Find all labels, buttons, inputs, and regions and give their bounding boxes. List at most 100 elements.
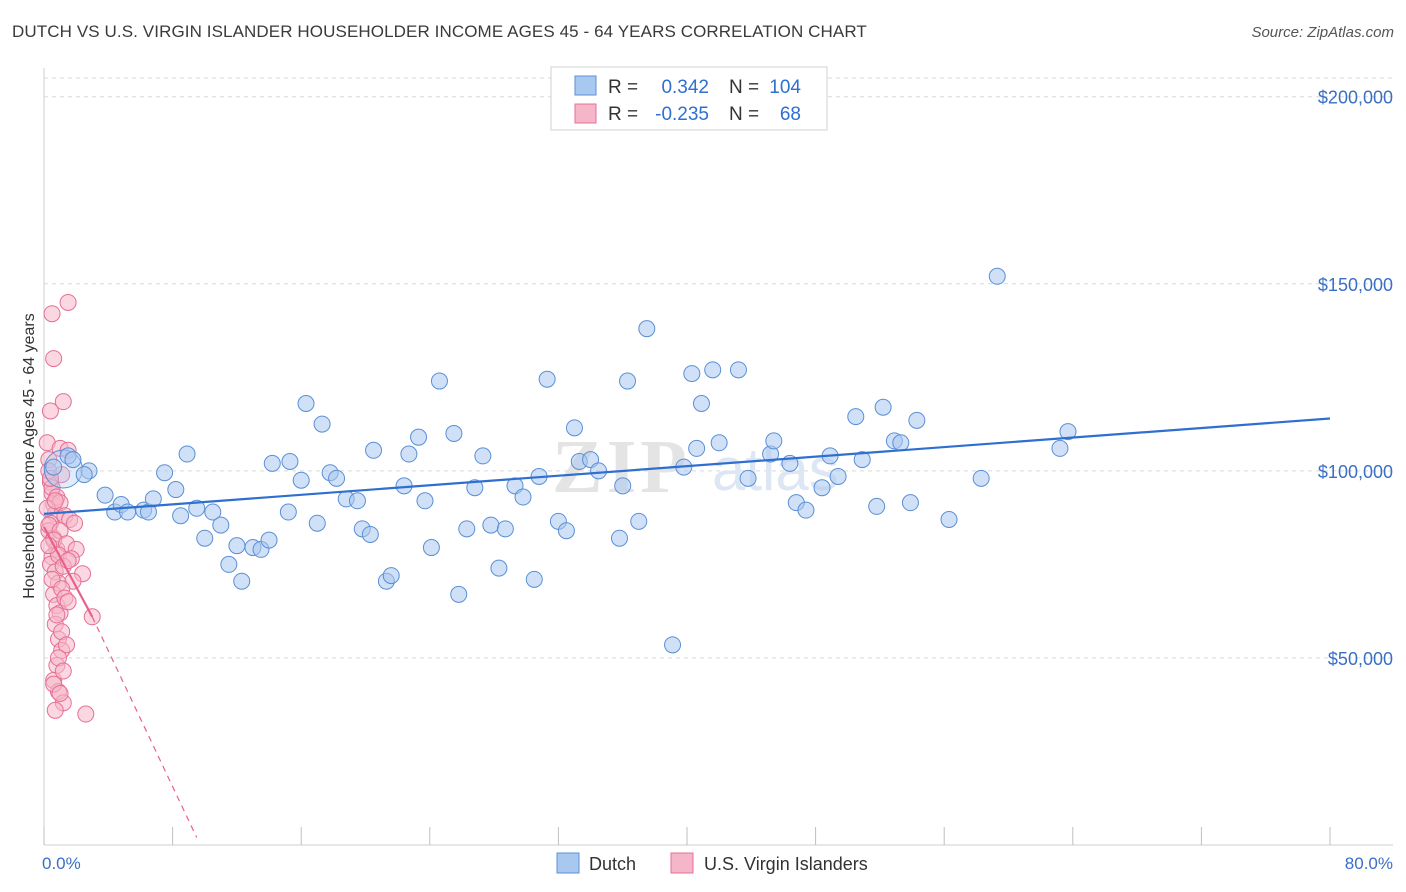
dutch-point bbox=[940, 510, 958, 528]
legend-n-label-2: N = bbox=[729, 104, 759, 125]
legend-n-value-2: 68 bbox=[780, 104, 801, 125]
dutch-point bbox=[228, 537, 246, 555]
vi-point bbox=[59, 593, 77, 611]
dutch-point bbox=[908, 411, 926, 429]
dutch-point bbox=[688, 439, 706, 457]
dutch-point bbox=[729, 361, 747, 379]
dutch-point bbox=[853, 451, 871, 469]
dutch-point bbox=[281, 453, 299, 470]
dutch-point bbox=[410, 428, 428, 446]
dutch-point bbox=[874, 398, 892, 416]
vi-point bbox=[41, 402, 59, 420]
y-tick-label: $100,000 bbox=[1318, 462, 1393, 482]
dutch-point bbox=[361, 525, 379, 543]
dutch-point bbox=[212, 516, 230, 534]
vi-point bbox=[54, 662, 72, 680]
dutch-point bbox=[490, 559, 508, 577]
vi-point bbox=[45, 350, 63, 368]
dutch-point bbox=[514, 488, 532, 506]
tick-labels: $50,000 $100,000 $150,000 $200,000 0.0% 80.0% bbox=[42, 88, 1393, 873]
dutch-point bbox=[692, 395, 710, 413]
dutch-point bbox=[590, 462, 608, 480]
dutch-point bbox=[422, 539, 440, 557]
vi-point bbox=[46, 701, 64, 719]
bottom-legend-swatch-vi bbox=[670, 852, 694, 874]
dutch-point bbox=[619, 372, 637, 390]
legend: R = 0.342 N = 104 R = -0.235 N = 68 bbox=[550, 66, 828, 131]
dutch-point bbox=[178, 445, 196, 463]
legend-swatch-dutch bbox=[574, 75, 597, 96]
legend-n-label-1: N = bbox=[729, 77, 759, 98]
vi-point bbox=[77, 705, 95, 723]
vi-point bbox=[54, 393, 72, 411]
dutch-point bbox=[297, 395, 315, 413]
chart-title: DUTCH VS U.S. VIRGIN ISLANDER HOUSEHOLDE… bbox=[12, 22, 867, 41]
dutch-point bbox=[450, 585, 468, 603]
dutch-point bbox=[172, 507, 190, 525]
dutch-point bbox=[614, 477, 632, 495]
bottom-legend-dutch: Dutch bbox=[589, 854, 636, 874]
dutch-point bbox=[188, 499, 206, 517]
dutch-points bbox=[43, 267, 1077, 654]
dutch-point bbox=[565, 419, 583, 437]
legend-r-label-1: R = bbox=[608, 77, 638, 98]
dutch-point bbox=[557, 522, 575, 540]
dutch-point bbox=[739, 469, 757, 487]
dutch-point bbox=[196, 529, 214, 547]
y-axis-label: Householder Income Ages 45 - 64 years bbox=[21, 313, 38, 599]
dutch-point bbox=[972, 469, 990, 487]
dutch-point bbox=[1051, 439, 1069, 457]
chart-source: Source: ZipAtlas.com bbox=[1251, 24, 1394, 41]
dutch-point bbox=[892, 434, 910, 452]
bottom-legend: Dutch U.S. Virgin Islanders bbox=[556, 852, 868, 874]
dutch-point bbox=[445, 424, 463, 442]
dutch-point bbox=[710, 434, 728, 452]
dutch-point bbox=[279, 503, 297, 521]
vi-point bbox=[59, 293, 77, 311]
dutch-point bbox=[156, 464, 174, 482]
dutch-point bbox=[167, 481, 185, 499]
dutch-point bbox=[416, 492, 434, 510]
dutch-point bbox=[308, 514, 326, 532]
dutch-point bbox=[538, 370, 556, 388]
y-tick-label: $150,000 bbox=[1318, 275, 1393, 295]
dutch-point bbox=[365, 441, 383, 459]
legend-r-value-1: 0.342 bbox=[661, 77, 709, 98]
dutch-point bbox=[630, 512, 648, 530]
dutch-point bbox=[610, 529, 628, 547]
dutch-point bbox=[64, 451, 82, 469]
dutch-point bbox=[204, 503, 222, 521]
dutch-point bbox=[400, 445, 418, 463]
dutch-point bbox=[292, 471, 310, 489]
dutch-point bbox=[260, 531, 278, 549]
vi-point bbox=[48, 606, 66, 624]
dutch-point bbox=[847, 408, 865, 426]
dutch-point bbox=[313, 415, 331, 433]
dutch-trend-line bbox=[43, 417, 1331, 515]
legend-r-label-2: R = bbox=[608, 104, 638, 125]
vi-trend-line bbox=[43, 526, 94, 618]
dutch-point bbox=[525, 570, 543, 588]
dutch-point bbox=[765, 432, 783, 450]
dutch-point bbox=[868, 497, 886, 515]
dutch-point bbox=[382, 567, 400, 585]
vi-point bbox=[43, 305, 61, 323]
y-tick-label: $200,000 bbox=[1318, 88, 1393, 108]
dutch-point bbox=[144, 490, 162, 508]
dutch-point bbox=[328, 469, 346, 487]
dutch-point bbox=[901, 494, 919, 512]
dutch-point bbox=[458, 520, 476, 538]
dutch-point bbox=[813, 479, 831, 497]
bottom-legend-swatch-dutch bbox=[556, 852, 580, 874]
dutch-point bbox=[466, 479, 484, 497]
y-tick-label: $50,000 bbox=[1328, 649, 1393, 669]
dutch-point bbox=[988, 267, 1006, 285]
dutch-point bbox=[45, 458, 63, 476]
dutch-point bbox=[233, 572, 251, 590]
legend-n-value-1: 104 bbox=[769, 77, 801, 98]
dutch-point bbox=[638, 320, 656, 338]
legend-swatch-vi bbox=[574, 103, 597, 124]
dutch-point bbox=[797, 501, 815, 519]
dutch-point bbox=[664, 636, 682, 654]
